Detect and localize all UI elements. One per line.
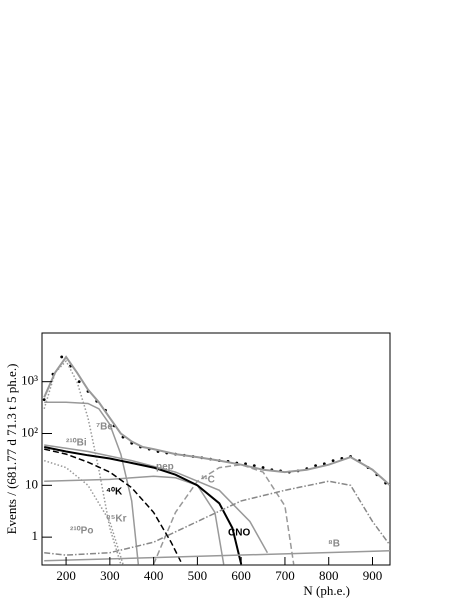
- component-curve: [43, 459, 124, 565]
- component-curve: [44, 475, 225, 565]
- curve-label: ²¹⁰Bi: [66, 438, 87, 449]
- component-curve: [44, 549, 390, 562]
- curve-label: ⁸B: [328, 539, 340, 550]
- curve-label: ⁷Be: [96, 422, 113, 433]
- data-point: [314, 464, 317, 468]
- x-tick-label: 700: [275, 568, 295, 583]
- x-tick-label: 800: [319, 568, 339, 583]
- data-point: [261, 466, 265, 469]
- component-curve: [44, 444, 269, 554]
- data-point: [60, 355, 64, 359]
- data-point: [252, 464, 256, 468]
- component-curve: [43, 446, 243, 565]
- y-tick-label: 1: [32, 528, 39, 543]
- component-curve: [44, 401, 140, 565]
- y-tick-label: 10²: [21, 424, 38, 439]
- component-curve: [43, 359, 122, 565]
- curve-label: CNO: [228, 528, 250, 539]
- component-curve: [152, 463, 295, 565]
- data-point: [331, 459, 335, 462]
- y-tick-label: 10: [25, 476, 38, 491]
- fit-curve: [43, 355, 390, 487]
- data-point: [77, 380, 81, 384]
- y-tick-label: 10³: [21, 373, 38, 388]
- curve-label: ¹¹C: [201, 475, 215, 486]
- x-tick-label: 400: [144, 568, 164, 583]
- x-tick-label: 300: [100, 568, 120, 583]
- plot-frame: [41, 332, 391, 566]
- x-tick-label: 900: [363, 568, 383, 583]
- component-curve: [44, 448, 183, 565]
- x-tick-label: 600: [231, 568, 251, 583]
- curve-label: ⁸⁵Kr: [106, 514, 127, 525]
- plot-area: [42, 355, 390, 565]
- fit-curve: [44, 480, 390, 556]
- curve-label: pep: [156, 462, 174, 473]
- data-point: [42, 398, 46, 402]
- x-tick-label: 200: [56, 568, 76, 583]
- x-tick-label: 500: [188, 568, 208, 583]
- curve-label: ⁴⁰K: [106, 487, 123, 498]
- x-axis-label: N (ph.e.): [303, 583, 350, 598]
- y-axis-label: Events / (681.77 d 71.3 t 5 ph.e.): [4, 364, 19, 535]
- curve-label: ²¹⁰Po: [70, 526, 93, 537]
